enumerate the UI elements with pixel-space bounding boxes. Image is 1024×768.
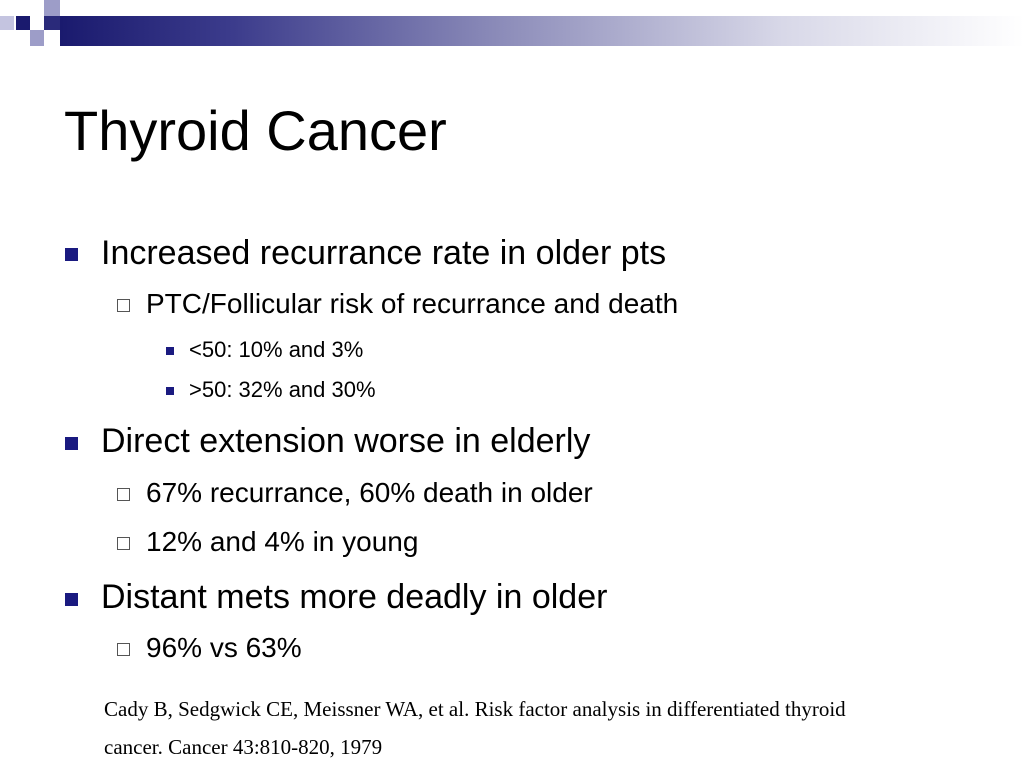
bullet-level2: 12% and 4% in young: [146, 526, 419, 557]
header-square-light: [30, 30, 44, 46]
bullet-level2: 96% vs 63%: [146, 632, 302, 663]
header-square-dark: [44, 16, 60, 30]
hollow-square-bullet-icon: [117, 537, 130, 550]
citation-line: Cady B, Sedgwick CE, Meissner WA, et al.…: [104, 697, 846, 721]
header-decoration: [0, 0, 1024, 46]
bullet-level2: 67% recurrance, 60% death in older: [146, 477, 593, 508]
slide-title: Thyroid Cancer: [64, 99, 447, 162]
citation-line: cancer. Cancer 43:810-820, 1979: [104, 735, 383, 759]
header-square-light: [44, 0, 60, 16]
header-gradient-band: [60, 16, 1024, 46]
hollow-square-bullet-icon: [117, 643, 130, 656]
square-bullet-icon: [65, 437, 78, 450]
square-bullet-icon: [166, 347, 174, 355]
bullet-level1: Direct extension worse in elderly: [101, 422, 591, 460]
hollow-square-bullet-icon: [117, 299, 130, 312]
hollow-square-bullet-icon: [117, 488, 130, 501]
square-bullet-icon: [65, 593, 78, 606]
header-square-light: [0, 16, 14, 30]
bullet-level1: Distant mets more deadly in older: [101, 578, 608, 616]
bullet-level2: PTC/Follicular risk of recurrance and de…: [146, 288, 679, 319]
citation: Cady B, Sedgwick CE, Meissner WA, et al.…: [104, 690, 1014, 766]
header-square-dark: [16, 16, 30, 30]
bullet-level3: <50: 10% and 3%: [189, 337, 364, 362]
square-bullet-icon: [65, 248, 78, 261]
bullet-level3: >50: 32% and 30%: [189, 377, 376, 402]
square-bullet-icon: [166, 387, 174, 395]
bullet-level1: Increased recurrance rate in older pts: [101, 234, 667, 272]
